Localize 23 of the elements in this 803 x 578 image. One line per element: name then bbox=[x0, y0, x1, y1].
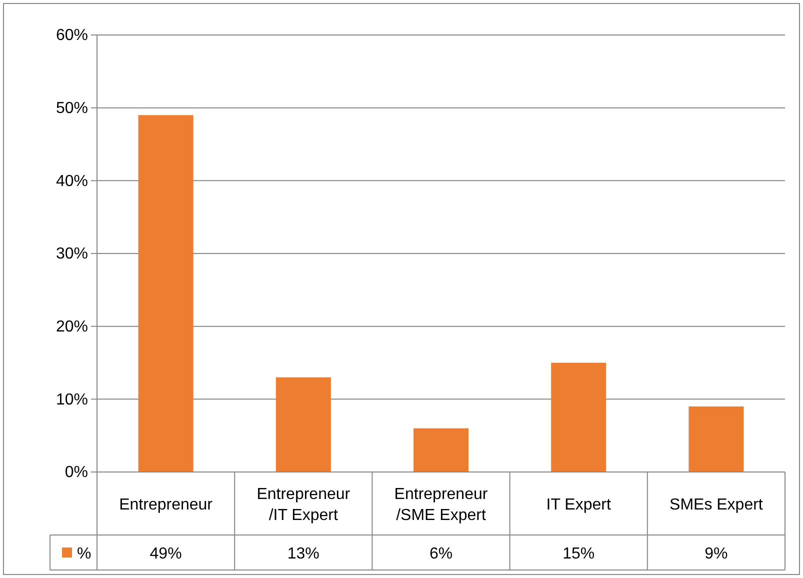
bar bbox=[276, 377, 331, 472]
x-tick-label: Entrepreneur /IT Expert bbox=[256, 486, 351, 524]
y-tick-label: 60% bbox=[56, 27, 88, 44]
x-tick-label: SMEs Expert bbox=[670, 496, 764, 514]
legend-label: % bbox=[77, 546, 92, 562]
bar bbox=[138, 115, 194, 472]
bar bbox=[551, 362, 606, 472]
y-tick-label: 10% bbox=[56, 391, 88, 408]
data-label: 15% bbox=[562, 546, 595, 562]
data-label: 13% bbox=[287, 546, 320, 562]
bar bbox=[413, 428, 469, 472]
x-tick-label: Entrepreneur bbox=[119, 496, 214, 514]
data-label: 6% bbox=[429, 546, 453, 562]
data-label: 49% bbox=[150, 546, 182, 562]
y-tick-label: 20% bbox=[56, 318, 88, 336]
y-tick-label: 30% bbox=[56, 246, 88, 263]
x-tick-label: IT Expert bbox=[546, 496, 612, 514]
bar bbox=[688, 406, 744, 472]
y-tick-label: 0% bbox=[64, 464, 88, 482]
data-label: 9% bbox=[704, 546, 728, 562]
y-tick-label: 50% bbox=[56, 100, 88, 117]
y-tick-label: 40% bbox=[56, 172, 88, 190]
x-tick-label: Entrepreneur /SME Expert bbox=[394, 486, 488, 524]
